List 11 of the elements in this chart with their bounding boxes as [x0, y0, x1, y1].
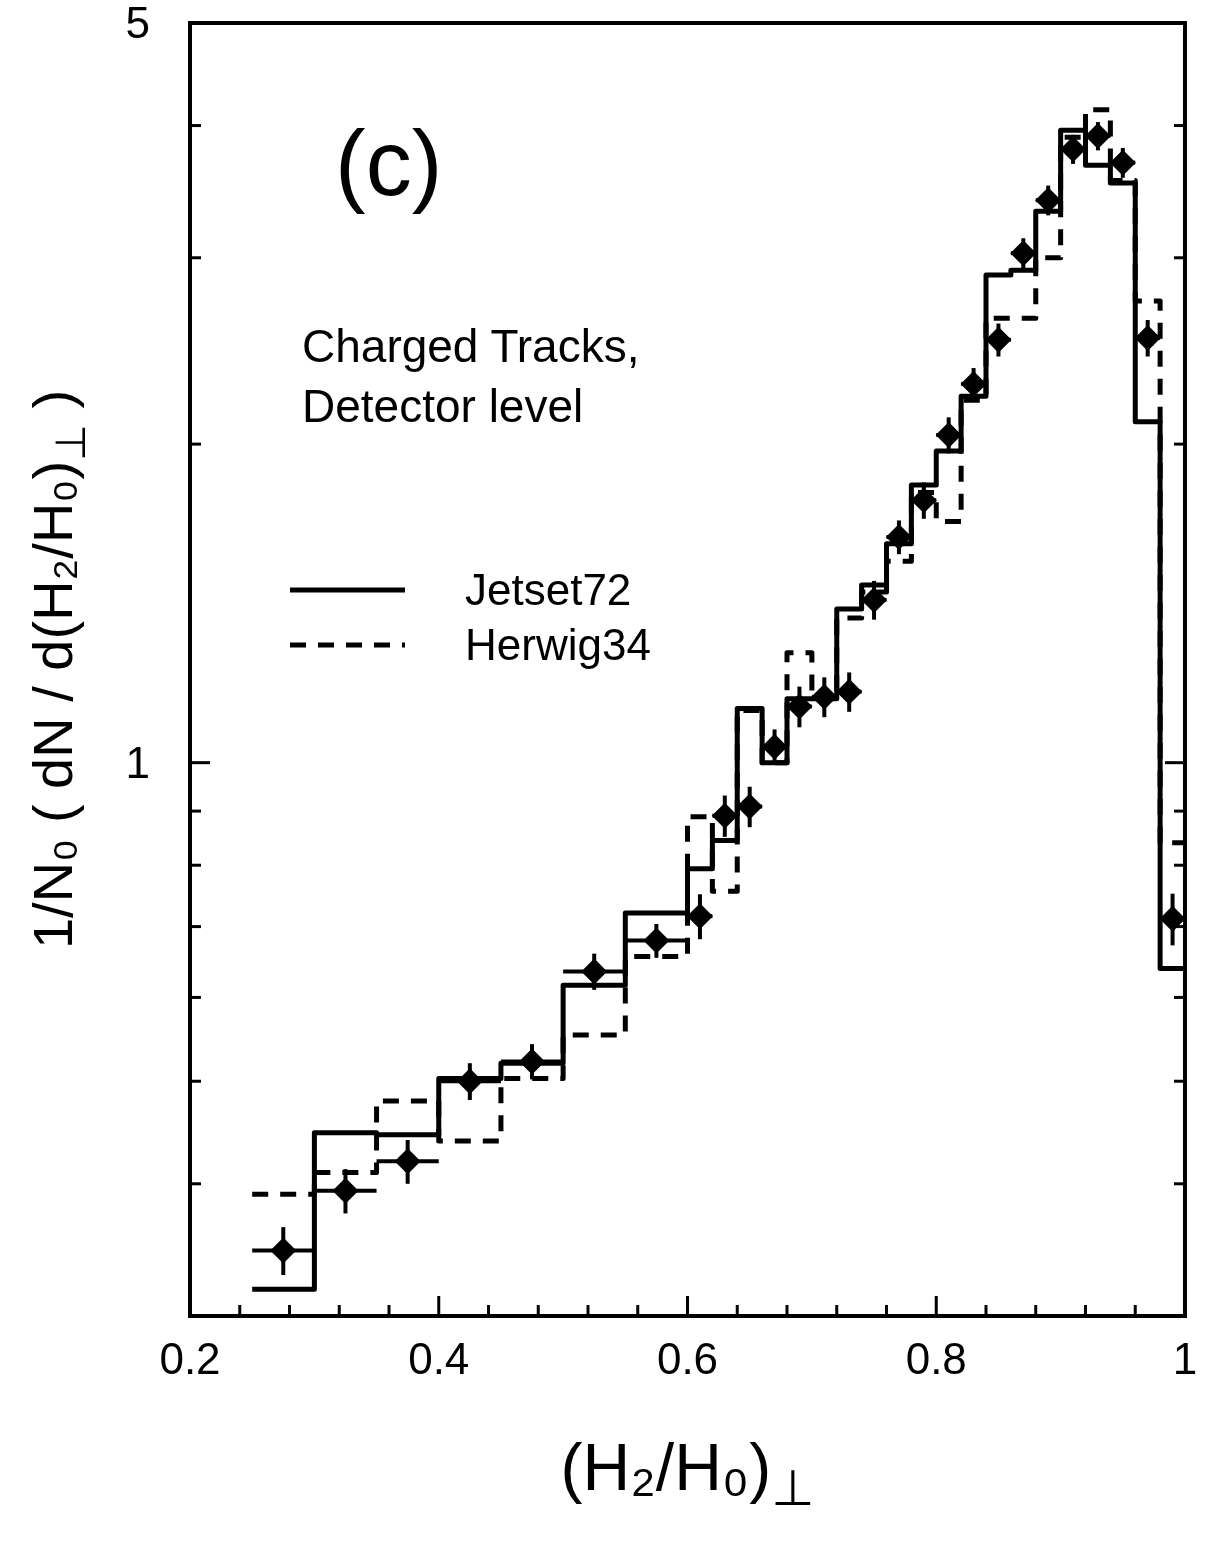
x-axis-title: (H₂/H₀)$_{⊥}$	[560, 1430, 815, 1515]
x-tick-label: 0.2	[159, 1334, 221, 1383]
x-tick-label: 0.8	[905, 1334, 967, 1383]
annotation: Charged Tracks, Detector level	[302, 320, 640, 432]
y-tick-label: 5	[125, 0, 150, 48]
x-tick-label: 0.4	[408, 1334, 470, 1383]
x-tick-label: 0.6	[656, 1334, 719, 1383]
x-tick-label: 1	[1172, 1334, 1198, 1383]
legend-label: Herwig34	[465, 620, 651, 670]
legend-label: Jetset72	[465, 565, 632, 615]
annotation: (c)	[335, 112, 443, 214]
